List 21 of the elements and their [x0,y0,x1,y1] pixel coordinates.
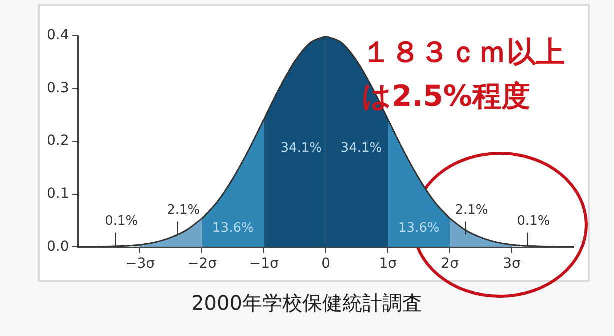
x-tick-label: −1σ [249,256,280,272]
x-tick-label: 3σ [503,256,522,272]
text: 2000年学校保健統計調査 [190,290,424,317]
annotation: 34.1% [280,141,322,156]
y-tick-label: 0.2 [47,133,70,150]
annotation: 0.1% [517,214,550,230]
x-tick-label: 1σ [379,256,398,272]
annotation: 13.6% [398,221,440,236]
annotation: 2.1% [167,203,200,218]
y-tick-label: 0.1 [47,186,70,202]
annotation: 34.1% [340,141,382,156]
x-tick-label: 2σ [441,256,460,272]
y-tick-label: 0.0 [47,238,70,255]
x-tick-label: 0 [322,256,331,272]
x-tick-label: −3σ [125,256,156,272]
annotation: 0.1% [105,214,138,230]
annotation: 2.1% [455,203,488,218]
x-tick-label: −2σ [187,256,218,272]
annotation: 13.6% [212,221,254,236]
y-tick-label: 0.4 [47,28,70,44]
y-tick-label: 0.3 [47,80,70,96]
